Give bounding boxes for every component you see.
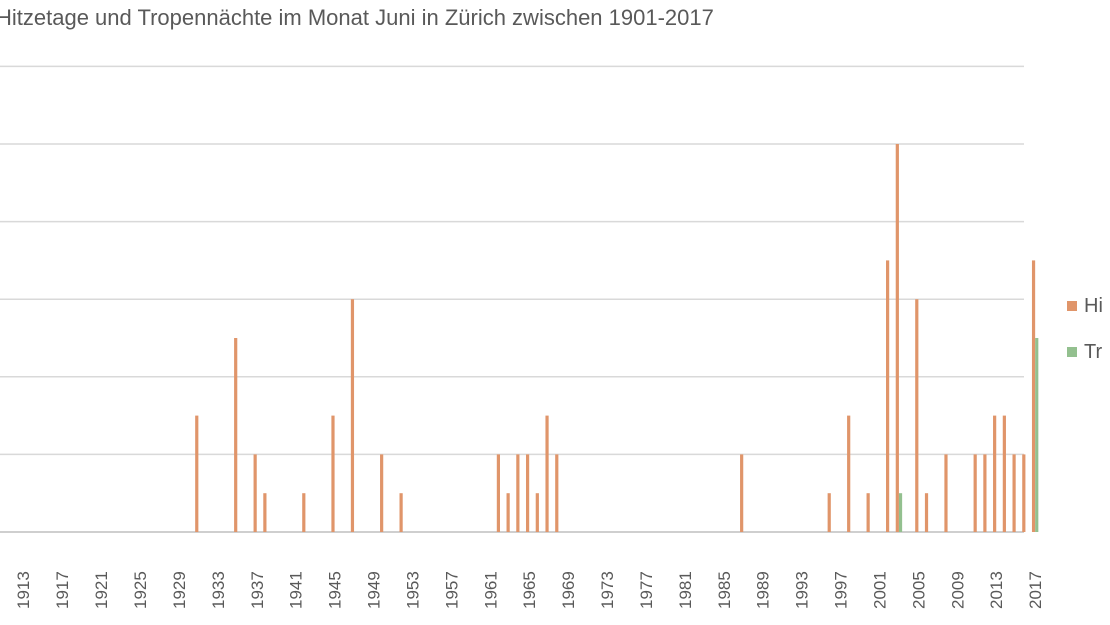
bar-hi-1965	[525, 454, 530, 532]
bar-hi-2006	[924, 493, 929, 532]
x-tick-label: 1977	[637, 571, 656, 609]
bar-hi-1935	[234, 338, 238, 532]
legend-swatch-tr	[1067, 347, 1077, 357]
x-tick-label: 1953	[403, 571, 422, 609]
bar-hi-1964	[516, 454, 520, 532]
x-tick-label: 1945	[326, 571, 345, 609]
bar-tr-2017	[1035, 338, 1039, 532]
bar-hi-1950	[380, 454, 384, 532]
x-tick-label: 1989	[754, 571, 773, 609]
bar-hi-1966	[535, 493, 539, 532]
bar-hi-2016	[1022, 454, 1026, 532]
bar-hi-2013	[993, 415, 997, 532]
x-tick-label: 1969	[559, 571, 578, 609]
bar-hi-1962	[496, 454, 500, 532]
x-tick-label: 2009	[948, 571, 967, 609]
bar-tr-2003	[898, 493, 903, 532]
legend: Hi Tr	[1067, 295, 1103, 363]
bar-hi-1967	[545, 415, 549, 532]
bar-hi-2017	[1031, 260, 1036, 532]
bar-hi-1963	[506, 493, 510, 532]
x-tick-label: 1981	[676, 571, 695, 609]
x-tick-label: 1961	[481, 571, 500, 609]
bar-hi-2005	[915, 299, 919, 532]
bar-hi-1931	[195, 415, 199, 532]
x-tick-label: 1993	[793, 571, 812, 609]
gridlines	[0, 65, 1024, 533]
bar-hi-1998	[847, 415, 851, 532]
x-tick-label: 1997	[832, 571, 851, 609]
x-tick-label: 1917	[53, 571, 72, 609]
bars	[195, 144, 1039, 532]
legend-label-hi: Hi	[1084, 295, 1103, 317]
bar-hi-2012	[983, 454, 987, 532]
bar-hi-1937	[253, 454, 257, 532]
bar-hi-2011	[973, 454, 977, 532]
bar-hi-2002	[886, 260, 890, 532]
x-tick-label: 1933	[209, 571, 228, 609]
bar-hi-2015	[1012, 454, 1016, 532]
x-tick-label: 1973	[598, 571, 617, 609]
chart-title: Hitzetage und Tropennächte im Monat Juni…	[0, 5, 714, 30]
x-tick-label: 1965	[520, 571, 539, 609]
bar-hi-2008	[944, 454, 948, 532]
bar-hi-1942	[302, 493, 306, 532]
bar-hi-1987	[740, 454, 744, 532]
x-tick-label: 2005	[909, 571, 928, 609]
x-tick-label: 2001	[870, 571, 889, 609]
x-tick-label: 1913	[14, 571, 33, 609]
x-tick-label: 1941	[287, 571, 306, 609]
bar-hi-1947	[350, 299, 355, 532]
x-tick-label: 1925	[131, 571, 150, 609]
x-tick-label: 1949	[365, 571, 384, 609]
bar-hi-1945	[331, 415, 335, 532]
x-tick-label: 1929	[170, 571, 189, 609]
x-tick-label: 1921	[92, 571, 111, 609]
bar-hi-2000	[866, 493, 870, 532]
x-tick-label: 1937	[248, 571, 267, 609]
legend-swatch-hi	[1067, 301, 1077, 311]
x-tick-label: 1957	[442, 571, 461, 609]
bar-hi-1968	[555, 454, 559, 532]
x-tick-label: 1985	[715, 571, 734, 609]
x-axis-tick-labels: 1913 1917 1921 1925 1929 1933 1937 1941 1945 1949…	[14, 571, 1045, 609]
bar-hi-1952	[399, 493, 403, 532]
x-tick-label: 2017	[1026, 571, 1045, 609]
x-tick-label: 2013	[987, 571, 1006, 609]
bar-hi-1996	[827, 493, 831, 532]
bar-hi-2003	[895, 144, 899, 532]
bar-hi-1938	[263, 493, 267, 532]
bar-hi-2014	[1002, 415, 1006, 532]
legend-label-tr: Tr	[1084, 341, 1102, 363]
